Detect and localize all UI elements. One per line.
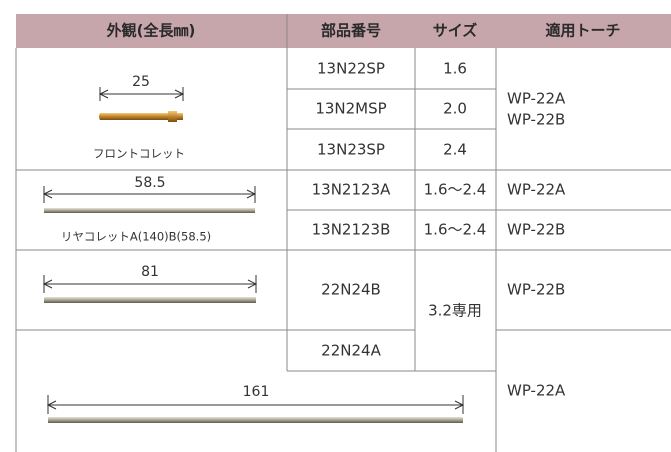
collet-drawing bbox=[48, 417, 463, 423]
header-cell: 適用トーチ bbox=[545, 22, 620, 40]
part-number: 13N2123B bbox=[312, 221, 391, 239]
size: 1.6 bbox=[443, 60, 467, 78]
header-cell: 外観(全長㎜) bbox=[106, 22, 196, 40]
header-cell: 部品番号 bbox=[321, 22, 381, 40]
collet-drawing bbox=[99, 111, 183, 122]
torch: WP-22A bbox=[507, 181, 566, 199]
caption: フロントコレット bbox=[93, 147, 185, 161]
size: 2.0 bbox=[443, 100, 467, 118]
torch: WP-22A bbox=[507, 90, 566, 108]
torch: WP-22B bbox=[507, 221, 565, 239]
part-number: 13N2MSP bbox=[315, 100, 386, 118]
length-label: 58.5 bbox=[134, 175, 165, 191]
part-number: 13N2123A bbox=[312, 181, 391, 199]
grid bbox=[15, 48, 671, 452]
length-label: 25 bbox=[132, 74, 150, 90]
torch: WP-22A bbox=[507, 382, 566, 400]
length-label: 81 bbox=[141, 264, 159, 280]
torch: WP-22B bbox=[507, 281, 565, 299]
caption: リヤコレットA(140)B(58.5) bbox=[61, 230, 211, 244]
collet-drawing bbox=[44, 208, 255, 213]
part-number: 13N23SP bbox=[317, 141, 385, 159]
header-bg bbox=[16, 14, 671, 48]
size: 3.2専用 bbox=[428, 302, 482, 320]
part-number: 13N22SP bbox=[317, 60, 385, 78]
length-label: 161 bbox=[243, 384, 270, 400]
part-number: 22N24B bbox=[321, 281, 381, 299]
size: 1.6〜2.4 bbox=[424, 221, 487, 239]
part-number: 22N24A bbox=[321, 342, 381, 360]
torch: WP-22B bbox=[507, 111, 565, 129]
size: 1.6〜2.4 bbox=[424, 181, 487, 199]
size: 2.4 bbox=[443, 141, 467, 159]
dimension bbox=[42, 275, 258, 293]
header-cell: サイズ bbox=[433, 22, 478, 40]
dimension bbox=[98, 87, 185, 101]
dimension bbox=[42, 186, 257, 203]
collet-drawing bbox=[44, 297, 256, 303]
dimension bbox=[46, 395, 465, 414]
